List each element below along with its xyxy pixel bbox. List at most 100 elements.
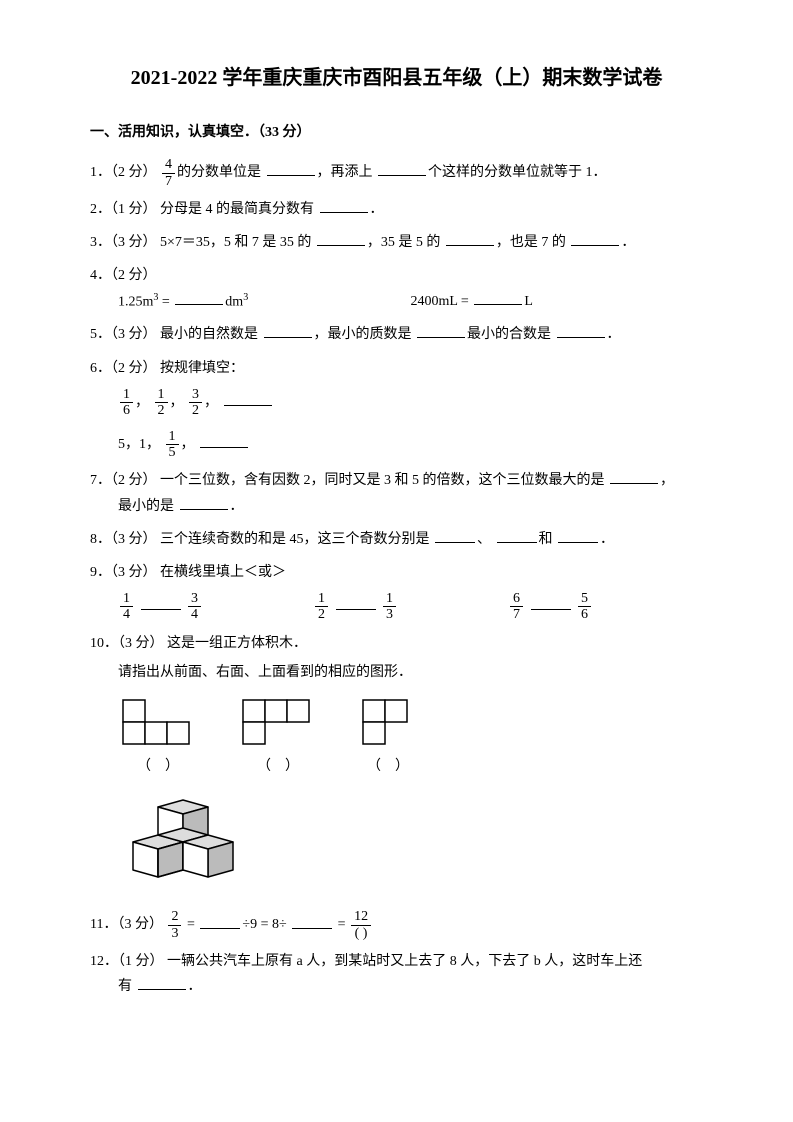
question-7: 7．（2 分） 一个三位数，含有因数 2，同时又是 3 和 5 的倍数，这个三位… [90, 468, 703, 518]
question-4: 4．（2 分） 1.25m3 = dm3 2400mL = L [90, 263, 703, 314]
text: ． [600, 532, 614, 547]
text: ， [135, 395, 149, 410]
blank[interactable] [292, 914, 332, 929]
blank[interactable] [435, 528, 475, 543]
fraction: 16 [120, 387, 133, 419]
blank[interactable] [224, 391, 272, 406]
fraction-num: 2 [168, 909, 181, 925]
paren-row: （ ） （ ） （ ） [118, 754, 703, 779]
fraction-den: 5 [166, 445, 179, 460]
blank[interactable] [264, 323, 312, 338]
question-10: 10．（3 分） 这是一组正方体积木． 请指出从前面、右面、上面看到的相应的图形… [90, 631, 703, 898]
blank[interactable] [138, 975, 186, 990]
fraction-den: 4 [120, 607, 133, 622]
blank[interactable] [180, 495, 228, 510]
text: ． [621, 235, 635, 250]
fraction: 12 [315, 591, 328, 623]
fraction-den: 4 [188, 607, 201, 622]
compare-3: 67 56 [508, 591, 703, 623]
text: = [334, 918, 345, 933]
question-5: 5．（3 分） 最小的自然数是 ，最小的质数是 最小的合数是 ． [90, 322, 703, 347]
fraction: 4 7 [162, 157, 175, 189]
text: 个这样的分数单位就等于 1． [428, 165, 607, 180]
text: （ [137, 759, 151, 774]
fraction-num: 1 [155, 387, 168, 403]
points: （2 分） [111, 473, 157, 488]
text: ÷9 = 8÷ [242, 918, 286, 933]
fraction-den: 3 [383, 607, 396, 622]
compare-1: 14 34 [118, 591, 313, 623]
text: ． [230, 499, 244, 514]
text: = [158, 294, 169, 309]
points: （2 分） [111, 361, 157, 376]
text: ，最小的质数是 [314, 327, 412, 342]
equation-1: 1.25m3 = dm3 [118, 289, 411, 315]
points: （3 分） [111, 532, 157, 547]
text: ，再添上 [317, 165, 373, 180]
fraction-den: 3 [168, 926, 181, 941]
fraction: 32 [189, 387, 202, 419]
fraction-den: 6 [578, 607, 591, 622]
question-3: 3．（3 分） 5×7＝35，5 和 7 是 35 的 ，35 是 5 的 ，也… [90, 230, 703, 255]
blank[interactable] [267, 161, 315, 176]
blank[interactable] [531, 595, 571, 610]
points: （2 分） [111, 165, 157, 180]
fraction-den: 2 [315, 607, 328, 622]
text: ． [188, 979, 202, 994]
blank[interactable] [558, 528, 598, 543]
text: = [183, 918, 194, 933]
points: （3 分） [111, 235, 157, 250]
blank[interactable] [336, 595, 376, 610]
text: 5，1， [118, 437, 160, 452]
text: 1.25m [118, 294, 153, 309]
blank[interactable] [200, 433, 248, 448]
blank[interactable] [571, 231, 619, 246]
text: 、 [477, 532, 491, 547]
blank[interactable] [610, 469, 658, 484]
blank[interactable] [497, 528, 537, 543]
section-heading: 一、活用知识，认真填空．（33 分） [90, 120, 703, 145]
fraction: 23 [168, 909, 181, 941]
blank[interactable] [175, 290, 223, 305]
points: （3 分） [111, 327, 157, 342]
points: （2 分） [111, 268, 157, 283]
question-12: 12．（1 分） 一辆公共汽车上原有 a 人，到某站时又上去了 8 人，下去了 … [90, 949, 703, 999]
fraction: 12( ) [351, 909, 371, 941]
blank[interactable] [200, 914, 240, 929]
text: ． [607, 327, 621, 342]
sup: 3 [243, 292, 248, 303]
fraction-num: 5 [578, 591, 591, 607]
text: ， [204, 395, 218, 410]
text: dm [225, 294, 243, 309]
fraction-den: 6 [120, 403, 133, 418]
text: 2400mL = [411, 294, 469, 309]
fraction-num: 3 [188, 591, 201, 607]
fraction: 67 [510, 591, 523, 623]
blank[interactable] [317, 231, 365, 246]
shape-3 [358, 695, 418, 750]
blank[interactable] [557, 323, 605, 338]
text: 的分数单位是 [177, 165, 261, 180]
text: 最小的是 [118, 499, 174, 514]
text: （ [367, 759, 381, 774]
blank[interactable] [474, 290, 522, 305]
points: （3 分） [117, 918, 163, 933]
fraction-num: 1 [120, 387, 133, 403]
fraction: 12 [155, 387, 168, 419]
points: （1 分） [118, 954, 164, 969]
text: 请指出从前面、右面、上面看到的相应的图形． [90, 660, 703, 685]
text: 三个连续奇数的和是 45，这三个奇数分别是 [160, 532, 430, 547]
fraction-den: ( ) [351, 926, 371, 941]
blank[interactable] [417, 323, 465, 338]
blank[interactable] [378, 161, 426, 176]
fraction-num: 4 [162, 157, 175, 173]
points: （1 分） [111, 202, 157, 217]
blank[interactable] [446, 231, 494, 246]
text: 这是一组正方体积木． [167, 636, 307, 651]
points: （3 分） [111, 565, 157, 580]
fraction: 34 [188, 591, 201, 623]
figures-row [118, 695, 703, 750]
blank[interactable] [141, 595, 181, 610]
blank[interactable] [320, 198, 368, 213]
fraction-num: 12 [351, 909, 371, 925]
